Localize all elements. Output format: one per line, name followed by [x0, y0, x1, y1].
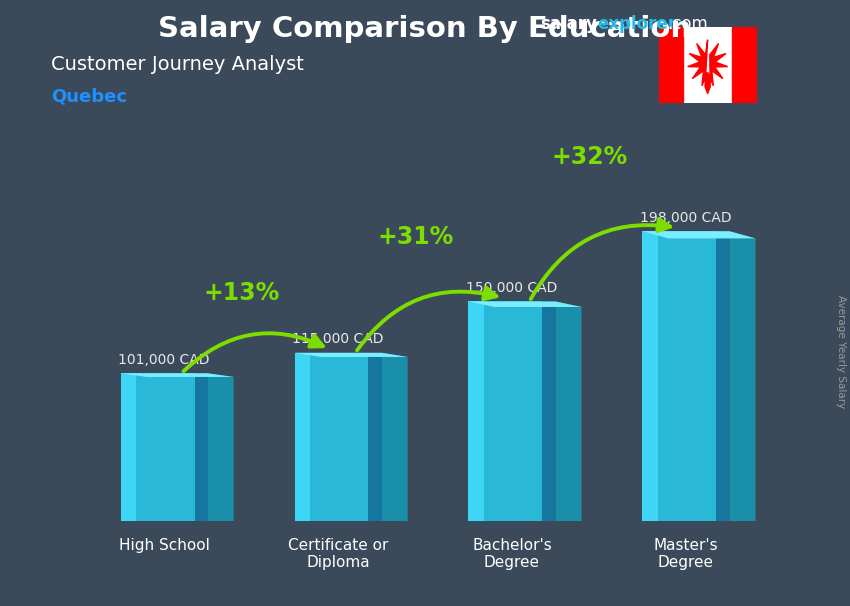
Bar — [659, 27, 683, 103]
Polygon shape — [468, 302, 581, 307]
Polygon shape — [555, 302, 581, 521]
Bar — [121, 373, 136, 521]
Bar — [468, 302, 484, 521]
Text: +13%: +13% — [203, 281, 280, 305]
Text: Customer Journey Analyst: Customer Journey Analyst — [51, 55, 304, 73]
Bar — [542, 302, 555, 521]
Bar — [195, 373, 207, 521]
Bar — [732, 27, 756, 103]
Text: Quebec: Quebec — [51, 88, 127, 106]
Text: 101,000 CAD: 101,000 CAD — [118, 353, 210, 367]
Polygon shape — [729, 231, 756, 521]
Bar — [683, 27, 732, 103]
Polygon shape — [121, 373, 234, 377]
Polygon shape — [207, 373, 234, 521]
Text: 198,000 CAD: 198,000 CAD — [640, 211, 732, 225]
Bar — [295, 353, 382, 521]
Text: 150,000 CAD: 150,000 CAD — [467, 281, 558, 295]
Text: salary: salary — [540, 15, 597, 33]
Bar — [643, 231, 729, 521]
Bar — [295, 353, 310, 521]
Bar — [643, 231, 658, 521]
Polygon shape — [643, 231, 756, 238]
Bar — [121, 373, 207, 521]
Bar — [468, 302, 555, 521]
Polygon shape — [382, 353, 408, 521]
Polygon shape — [295, 353, 408, 357]
Text: +31%: +31% — [377, 225, 454, 249]
Polygon shape — [688, 40, 728, 93]
Text: Average Yearly Salary: Average Yearly Salary — [836, 295, 846, 408]
Text: 115,000 CAD: 115,000 CAD — [292, 333, 383, 347]
Text: .com: .com — [667, 15, 708, 33]
Text: Salary Comparison By Education: Salary Comparison By Education — [158, 15, 692, 43]
Text: +32%: +32% — [552, 145, 627, 170]
Bar — [368, 353, 382, 521]
Bar — [717, 231, 729, 521]
Text: explorer: explorer — [598, 15, 677, 33]
